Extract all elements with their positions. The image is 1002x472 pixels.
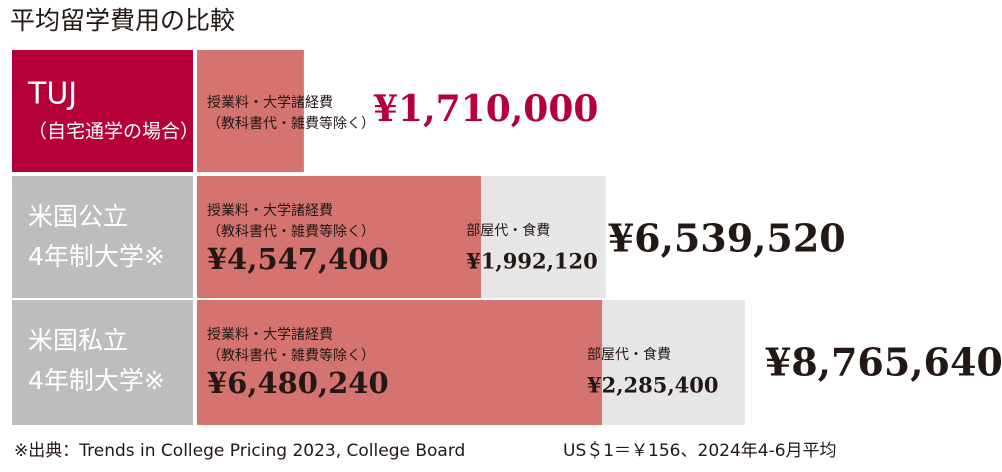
segment-name: 部屋代・食費 [466,222,550,239]
category-label: （自宅通学の場合） [28,121,199,143]
chart-title: 平均留学費用の比較 [10,6,235,35]
category-label: 米国公立 [28,202,128,231]
value-label: ¥4,547,400 [207,242,389,276]
segment-name-line: 授業料・大学諸経費 [207,203,333,219]
rate-note: US＄1＝￥156、2024年4-6月平均 [563,441,837,461]
segment-name-line: （教科書代・雑費等除く） [207,223,375,240]
segment-name: 授業料・大学諸経費 （教科書代・雑費等除く） [207,203,375,240]
source-note: ※出典：Trends in College Pricing 2023, Coll… [14,441,465,461]
bar-segment [197,50,304,172]
segment-name-line: （教科書代・雑費等除く） [207,115,375,132]
value-label: ¥1,992,120 [466,249,598,274]
category-box [12,50,193,172]
category-box [12,176,193,298]
bar-segment [602,300,745,425]
total-label: ¥8,765,640 [765,340,1002,385]
category-label: 4年制大学※ [28,366,165,395]
category-box [12,300,193,425]
segment-name: 部屋代・食費 [587,346,671,363]
bar-segment [197,176,482,298]
value-label: ¥6,480,240 [207,366,389,400]
segment-name: 授業料・大学諸経費 （教科書代・雑費等除く） [207,327,375,364]
segment-name-line: （教科書代・雑費等除く） [207,347,375,364]
total-label: ¥6,539,520 [608,216,846,261]
category-label: 4年制大学※ [28,242,165,271]
segment-name-line: 授業料・大学諸経費 [207,95,333,111]
total-label: ¥1,710,000 [373,88,598,130]
segment-name-line: 授業料・大学諸経費 [207,327,333,343]
segment-name: 授業料・大学諸経費 （教科書代・雑費等除く） [207,95,375,132]
bar-segment [197,300,603,425]
value-label: ¥2,285,400 [587,373,719,398]
bar-segment [481,176,606,298]
category-label: TUJ [27,77,77,112]
category-label: 米国私立 [28,326,128,355]
